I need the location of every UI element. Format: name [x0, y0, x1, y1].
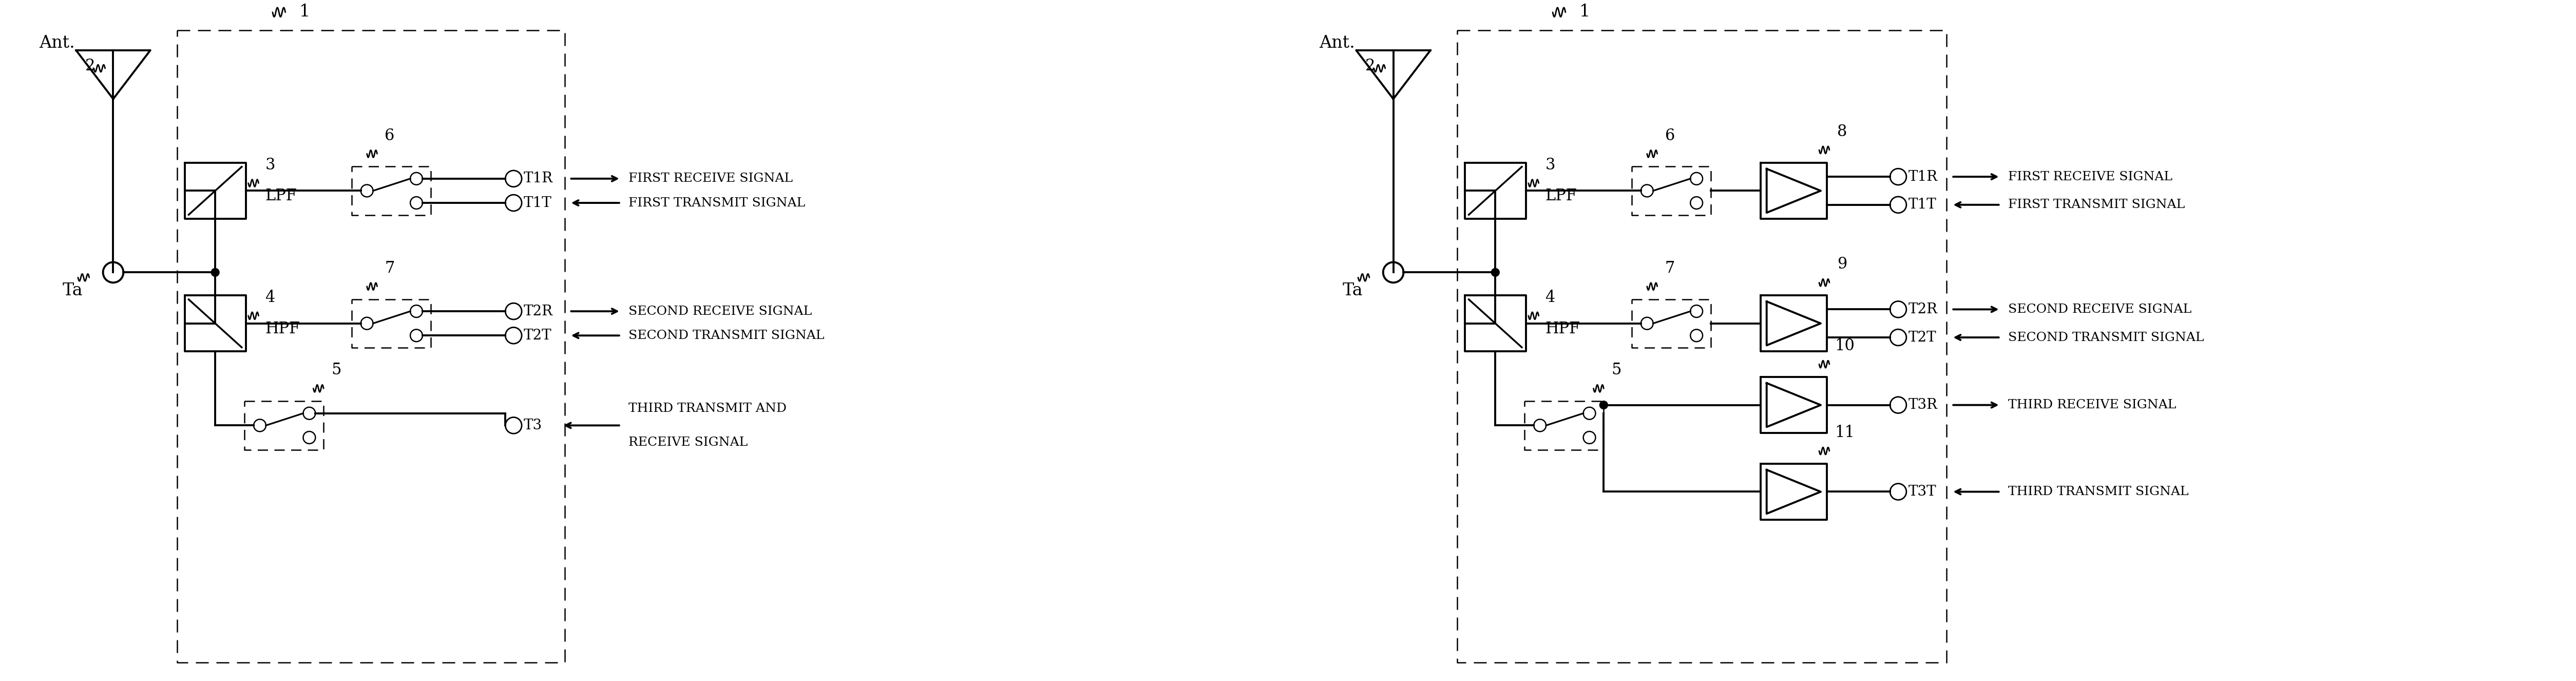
Text: SECOND TRANSMIT SIGNAL: SECOND TRANSMIT SIGNAL — [2007, 332, 2202, 343]
Text: 2: 2 — [85, 58, 95, 74]
Text: T1R: T1R — [523, 172, 554, 186]
Text: Ta: Ta — [62, 283, 82, 299]
Text: 5: 5 — [1613, 362, 1620, 378]
Text: 5: 5 — [332, 362, 340, 378]
Text: Ant.: Ant. — [1319, 35, 1355, 52]
Text: SECOND TRANSMIT SIGNAL: SECOND TRANSMIT SIGNAL — [629, 330, 824, 341]
Text: 6: 6 — [384, 127, 394, 144]
Text: 4: 4 — [265, 289, 276, 306]
Text: LPF: LPF — [265, 188, 296, 204]
Circle shape — [211, 268, 219, 276]
Text: 10: 10 — [1834, 338, 1855, 354]
Text: THIRD TRANSMIT AND: THIRD TRANSMIT AND — [629, 402, 786, 414]
Text: FIRST RECEIVE SIGNAL: FIRST RECEIVE SIGNAL — [2007, 171, 2172, 183]
Text: SECOND RECEIVE SIGNAL: SECOND RECEIVE SIGNAL — [629, 305, 811, 317]
Text: 11: 11 — [1834, 425, 1855, 441]
Text: 3: 3 — [265, 157, 276, 173]
Text: T3R: T3R — [1909, 398, 1937, 412]
Text: T3T: T3T — [1909, 485, 1937, 498]
Text: Ta: Ta — [1342, 283, 1363, 299]
Text: FIRST RECEIVE SIGNAL: FIRST RECEIVE SIGNAL — [629, 173, 793, 185]
Text: T1T: T1T — [1909, 198, 1937, 212]
Text: 3: 3 — [1546, 157, 1556, 173]
Text: T2R: T2R — [523, 304, 554, 318]
Text: SECOND RECEIVE SIGNAL: SECOND RECEIVE SIGNAL — [2007, 304, 2192, 315]
Text: HPF: HPF — [265, 321, 301, 337]
Text: HPF: HPF — [1546, 321, 1579, 337]
Text: T1R: T1R — [1909, 170, 1937, 184]
Text: FIRST TRANSMIT SIGNAL: FIRST TRANSMIT SIGNAL — [629, 197, 806, 209]
Text: T3: T3 — [523, 419, 544, 432]
Text: 7: 7 — [1664, 260, 1674, 276]
Text: 1: 1 — [299, 3, 309, 20]
Text: 4: 4 — [1546, 289, 1556, 306]
Text: 8: 8 — [1837, 124, 1847, 140]
Text: T2T: T2T — [1909, 330, 1937, 345]
Text: 9: 9 — [1837, 257, 1847, 272]
Text: 2: 2 — [1365, 58, 1376, 74]
Text: 7: 7 — [384, 260, 394, 276]
Text: THIRD TRANSMIT SIGNAL: THIRD TRANSMIT SIGNAL — [2007, 486, 2190, 498]
Text: T2R: T2R — [1909, 302, 1937, 316]
Text: LPF: LPF — [1546, 188, 1577, 204]
Text: RECEIVE SIGNAL: RECEIVE SIGNAL — [629, 437, 747, 449]
Circle shape — [1492, 268, 1499, 276]
Text: T1T: T1T — [523, 196, 551, 210]
Text: T2T: T2T — [523, 329, 551, 343]
Text: Ant.: Ant. — [39, 35, 75, 52]
Text: 1: 1 — [1579, 3, 1589, 20]
Text: FIRST TRANSMIT SIGNAL: FIRST TRANSMIT SIGNAL — [2007, 199, 2184, 210]
Text: THIRD RECEIVE SIGNAL: THIRD RECEIVE SIGNAL — [2007, 399, 2177, 411]
Circle shape — [1600, 401, 1607, 409]
Text: 6: 6 — [1664, 127, 1674, 144]
